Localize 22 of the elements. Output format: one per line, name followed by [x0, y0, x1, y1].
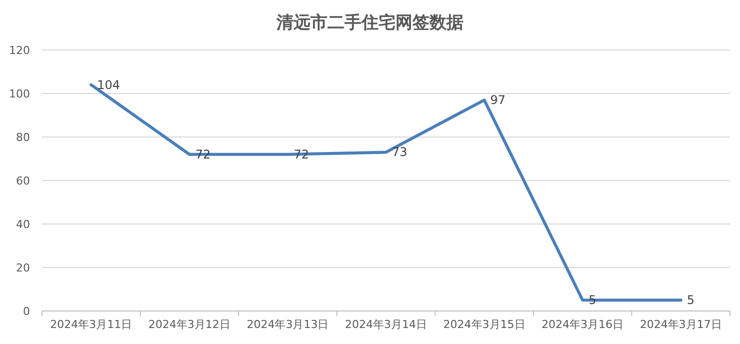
x-tick-label: 2024年3月17日	[640, 318, 722, 331]
x-tick-label: 2024年3月12日	[148, 318, 230, 331]
y-tick-label: 40	[16, 218, 30, 231]
x-tick-label: 2024年3月15日	[443, 318, 526, 331]
data-label: 5	[686, 293, 694, 308]
chart-title: 清远市二手住宅网签数据	[276, 13, 464, 33]
y-tick-label: 20	[16, 262, 30, 274]
y-tick-label: 0	[23, 305, 30, 318]
data-label: 72	[294, 147, 309, 162]
y-tick-label: 100	[9, 88, 30, 100]
y-tick-label: 60	[16, 174, 30, 188]
data-label: 97	[490, 93, 506, 108]
x-tick-label: 2024年3月13日	[246, 318, 329, 331]
y-tick-label: 120	[9, 44, 30, 57]
x-tick-label: 2024年3月14日	[345, 318, 427, 331]
data-label: 5	[588, 293, 596, 308]
data-label: 73	[392, 145, 408, 160]
x-tick-label: 2024年3月11日	[50, 318, 132, 331]
x-tick-label: 2024年3月16日	[542, 318, 624, 331]
data-label: 72	[195, 147, 211, 162]
y-tick-label: 80	[16, 131, 30, 144]
data-label: 104	[97, 78, 120, 92]
